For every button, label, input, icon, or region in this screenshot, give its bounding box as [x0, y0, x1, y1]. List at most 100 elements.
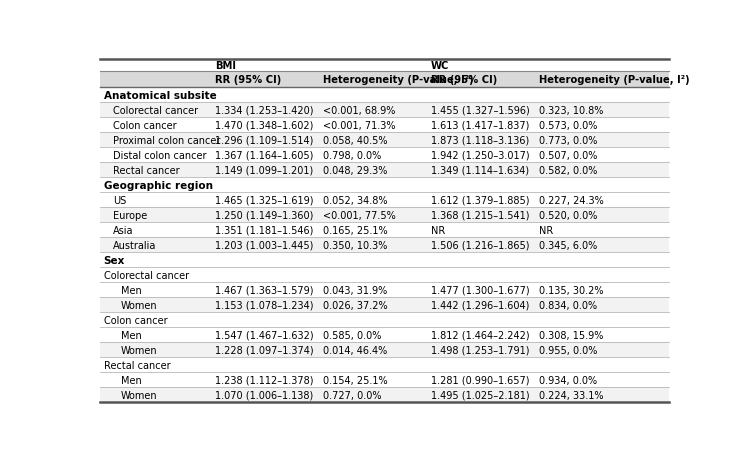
Text: 1.477 (1.300–1.677): 1.477 (1.300–1.677) — [431, 285, 530, 295]
Text: 1.455 (1.327–1.596): 1.455 (1.327–1.596) — [431, 106, 530, 115]
Text: 0.052, 34.8%: 0.052, 34.8% — [323, 195, 387, 205]
Text: 0.227, 24.3%: 0.227, 24.3% — [539, 195, 604, 205]
Text: Women: Women — [120, 300, 157, 310]
Text: 0.345, 6.0%: 0.345, 6.0% — [539, 240, 598, 250]
Bar — [99, 133, 669, 148]
Text: 0.043, 31.9%: 0.043, 31.9% — [323, 285, 387, 295]
Text: 0.224, 33.1%: 0.224, 33.1% — [539, 390, 604, 400]
Text: 1.465 (1.325–1.619): 1.465 (1.325–1.619) — [215, 195, 313, 205]
Text: Distal colon cancer: Distal colon cancer — [113, 150, 206, 160]
Text: 0.048, 29.3%: 0.048, 29.3% — [323, 165, 387, 175]
Text: 1.203 (1.003–1.445): 1.203 (1.003–1.445) — [215, 240, 313, 250]
Text: 1.367 (1.164–1.605): 1.367 (1.164–1.605) — [215, 150, 313, 160]
Bar — [99, 238, 669, 253]
Text: 0.834, 0.0%: 0.834, 0.0% — [539, 300, 598, 310]
Text: BMI: BMI — [215, 61, 236, 71]
Text: 0.773, 0.0%: 0.773, 0.0% — [539, 135, 598, 145]
Bar — [99, 328, 669, 343]
Text: Men: Men — [120, 285, 141, 295]
Bar — [99, 118, 669, 133]
Text: Anatomical subsite: Anatomical subsite — [103, 90, 216, 100]
Text: 0.014, 46.4%: 0.014, 46.4% — [323, 345, 387, 355]
Text: Women: Women — [120, 345, 157, 355]
Text: 1.498 (1.253–1.791): 1.498 (1.253–1.791) — [431, 345, 530, 355]
Bar — [99, 72, 669, 88]
Text: 0.934, 0.0%: 0.934, 0.0% — [539, 375, 598, 385]
Bar — [99, 163, 669, 178]
Text: 1.281 (0.990–1.657): 1.281 (0.990–1.657) — [431, 375, 530, 385]
Text: 1.812 (1.464–2.242): 1.812 (1.464–2.242) — [431, 330, 530, 340]
Text: NR: NR — [539, 225, 554, 235]
Bar — [99, 268, 669, 282]
Text: WC: WC — [431, 61, 450, 71]
Text: 0.520, 0.0%: 0.520, 0.0% — [539, 210, 598, 220]
Text: 1.153 (1.078–1.234): 1.153 (1.078–1.234) — [215, 300, 313, 310]
Text: Europe: Europe — [113, 210, 147, 220]
Text: 1.351 (1.181–1.546): 1.351 (1.181–1.546) — [215, 225, 313, 235]
Text: 0.350, 10.3%: 0.350, 10.3% — [323, 240, 387, 250]
Text: Heterogeneity (P-value, I²): Heterogeneity (P-value, I²) — [539, 75, 690, 85]
Bar — [99, 313, 669, 328]
Text: 1.149 (1.099–1.201): 1.149 (1.099–1.201) — [215, 165, 313, 175]
Text: 0.165, 25.1%: 0.165, 25.1% — [323, 225, 387, 235]
Text: 0.507, 0.0%: 0.507, 0.0% — [539, 150, 598, 160]
Text: 1.368 (1.215–1.541): 1.368 (1.215–1.541) — [431, 210, 530, 220]
Text: NR: NR — [431, 225, 445, 235]
Bar — [99, 357, 669, 373]
Text: 1.238 (1.112–1.378): 1.238 (1.112–1.378) — [215, 375, 313, 385]
Text: Australia: Australia — [113, 240, 156, 250]
Text: RR (95% CI): RR (95% CI) — [431, 75, 497, 85]
Bar — [99, 88, 669, 103]
Text: 0.955, 0.0%: 0.955, 0.0% — [539, 345, 598, 355]
Text: RR (95% CI): RR (95% CI) — [215, 75, 281, 85]
Text: <0.001, 77.5%: <0.001, 77.5% — [323, 210, 396, 220]
Text: Proximal colon cancer: Proximal colon cancer — [113, 135, 220, 145]
Text: 1.506 (1.216–1.865): 1.506 (1.216–1.865) — [431, 240, 530, 250]
Text: Women: Women — [120, 390, 157, 400]
Text: 1.349 (1.114–1.634): 1.349 (1.114–1.634) — [431, 165, 530, 175]
Text: 1.470 (1.348–1.602): 1.470 (1.348–1.602) — [215, 120, 313, 130]
Text: 0.323, 10.8%: 0.323, 10.8% — [539, 106, 604, 115]
Text: 1.873 (1.118–3.136): 1.873 (1.118–3.136) — [431, 135, 530, 145]
Text: Colon cancer: Colon cancer — [113, 120, 177, 130]
Text: Men: Men — [120, 330, 141, 340]
Text: 0.058, 40.5%: 0.058, 40.5% — [323, 135, 387, 145]
Text: 1.228 (1.097–1.374): 1.228 (1.097–1.374) — [215, 345, 313, 355]
Text: 0.798, 0.0%: 0.798, 0.0% — [323, 150, 381, 160]
Bar — [99, 59, 669, 72]
Text: <0.001, 71.3%: <0.001, 71.3% — [323, 120, 396, 130]
Text: <0.001, 68.9%: <0.001, 68.9% — [323, 106, 395, 115]
Text: 0.573, 0.0%: 0.573, 0.0% — [539, 120, 598, 130]
Text: Sex: Sex — [103, 255, 125, 265]
Text: Colorectal cancer: Colorectal cancer — [113, 106, 198, 115]
Text: Asia: Asia — [113, 225, 133, 235]
Bar — [99, 178, 669, 193]
Text: 1.070 (1.006–1.138): 1.070 (1.006–1.138) — [215, 390, 313, 400]
Bar — [99, 253, 669, 268]
Text: Rectal cancer: Rectal cancer — [103, 360, 171, 370]
Text: 1.613 (1.417–1.837): 1.613 (1.417–1.837) — [431, 120, 530, 130]
Text: 1.296 (1.109–1.514): 1.296 (1.109–1.514) — [215, 135, 313, 145]
Text: 1.334 (1.253–1.420): 1.334 (1.253–1.420) — [215, 106, 313, 115]
Text: 1.250 (1.149–1.360): 1.250 (1.149–1.360) — [215, 210, 313, 220]
Text: 0.154, 25.1%: 0.154, 25.1% — [323, 375, 387, 385]
Bar — [99, 223, 669, 238]
Bar — [99, 193, 669, 208]
Text: Rectal cancer: Rectal cancer — [113, 165, 180, 175]
Text: 0.308, 15.9%: 0.308, 15.9% — [539, 330, 604, 340]
Text: Men: Men — [120, 375, 141, 385]
Bar — [99, 388, 669, 402]
Text: 0.582, 0.0%: 0.582, 0.0% — [539, 165, 598, 175]
Bar — [99, 148, 669, 163]
Text: 1.547 (1.467–1.632): 1.547 (1.467–1.632) — [215, 330, 313, 340]
Bar — [99, 343, 669, 357]
Text: US: US — [113, 195, 126, 205]
Bar — [99, 103, 669, 118]
Text: 1.495 (1.025–2.181): 1.495 (1.025–2.181) — [431, 390, 530, 400]
Bar — [99, 208, 669, 223]
Text: 1.612 (1.379–1.885): 1.612 (1.379–1.885) — [431, 195, 530, 205]
Text: Heterogeneity (P-value, I²): Heterogeneity (P-value, I²) — [323, 75, 473, 85]
Text: 1.442 (1.296–1.604): 1.442 (1.296–1.604) — [431, 300, 530, 310]
Text: 0.135, 30.2%: 0.135, 30.2% — [539, 285, 604, 295]
Text: 1.467 (1.363–1.579): 1.467 (1.363–1.579) — [215, 285, 313, 295]
